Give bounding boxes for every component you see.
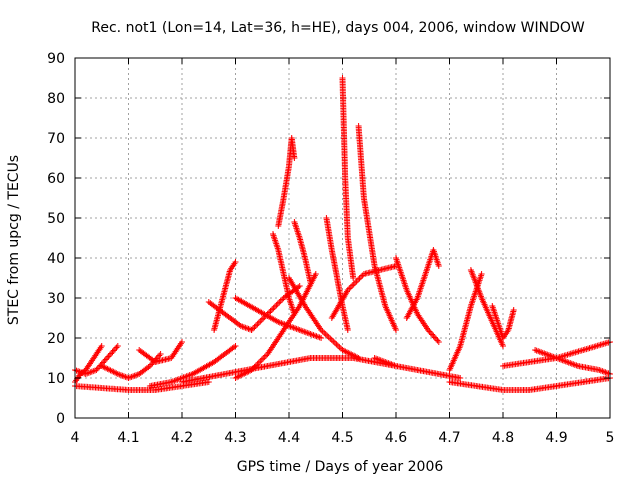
series-arc-11 [270,231,298,317]
point-markers [446,271,485,373]
x-tick-label: 4 [71,430,80,446]
series-arc-20 [403,247,442,321]
point-markers [286,275,362,361]
series-arc-06 [146,343,239,389]
series-arc-13 [291,219,314,285]
series-arc-22 [446,271,485,373]
y-tick-label: 50 [47,211,65,227]
y-tick-label: 60 [47,171,65,187]
x-tick-label: 4.4 [278,430,300,446]
series-arc-21 [371,355,464,381]
series-arc-15 [323,215,351,333]
point-markers [270,231,298,317]
point-markers [500,339,613,369]
point-markers [355,123,399,333]
y-tick-label: 30 [47,291,65,307]
point-markers [136,339,185,365]
x-tick-label: 4.2 [171,430,193,446]
point-markers [275,135,298,229]
series-arc-12 [275,135,298,229]
x-tick-label: 4.3 [224,430,246,446]
grid [75,58,610,418]
y-tick-label: 0 [56,411,65,427]
x-tick-label: 4.6 [385,430,407,446]
y-tick-label: 90 [47,51,65,67]
point-markers [323,215,351,333]
series-arc-29 [248,283,303,333]
series-arc-17 [355,123,399,333]
point-markers [532,347,613,377]
ticks: 4 4.1 4.2 4.3 4.4 4.5 4.6 4.7 4.8 4.9 501020304050… [47,51,614,446]
x-tick-label: 4.7 [438,430,460,446]
x-axis-label: GPS time / Days of year 2006 [237,459,444,475]
chart-title: Rec. not1 (Lon=14, Lat=36, h=HE), days 0… [91,20,585,36]
series-arc-08 [211,259,239,333]
series-arc-24 [489,303,517,341]
y-tick-label: 40 [47,251,65,267]
series-arc-27 [532,347,613,377]
point-markers [489,303,517,341]
y-tick-label: 20 [47,331,65,347]
point-markers [291,219,314,285]
series-arc-23 [467,267,506,349]
point-markers [371,355,464,381]
y-tick-label: 10 [47,371,65,387]
point-markers [248,283,303,333]
series-arc-26 [500,339,613,369]
series-arc-16 [339,75,357,281]
point-markers [328,263,399,321]
series-arc-18 [328,263,399,321]
y-axis-label: STEC from upcg / TECUs [6,155,22,325]
point-markers [211,259,239,333]
point-markers [403,247,442,321]
series-arc-04 [136,339,185,365]
y-tick-label: 80 [47,91,65,107]
y-tick-label: 70 [47,131,65,147]
series-arc-25 [446,375,613,393]
x-tick-label: 4.5 [331,430,353,446]
point-markers [446,375,613,393]
point-markers [146,343,239,389]
x-tick-label: 5 [606,430,615,446]
series-arc-14 [286,275,362,361]
x-tick-label: 4.9 [545,430,567,446]
data-marks [72,75,613,393]
x-tick-label: 4.1 [117,430,139,446]
point-markers [339,75,357,281]
x-tick-label: 4.8 [492,430,514,446]
point-markers [467,267,506,349]
